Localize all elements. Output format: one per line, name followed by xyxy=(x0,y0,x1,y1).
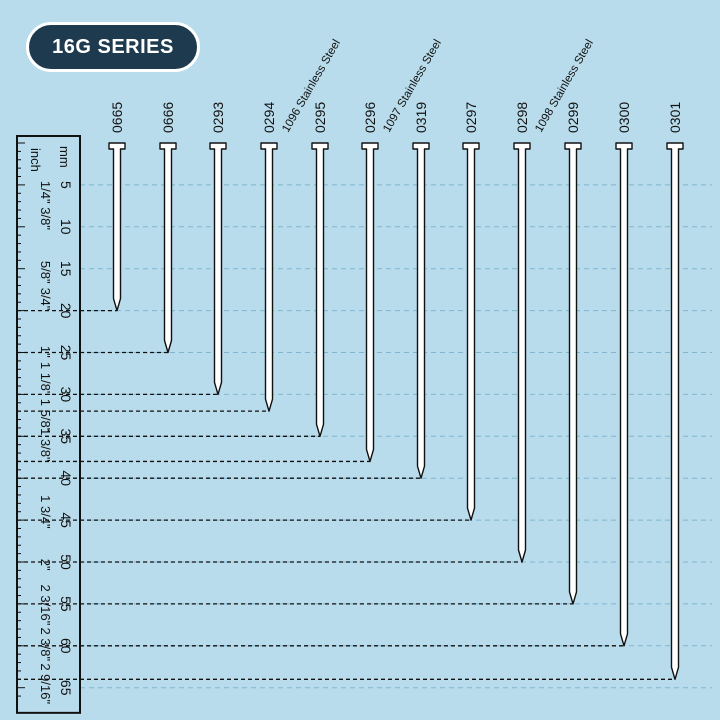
nail xyxy=(260,142,278,412)
series-title: 16G SERIES xyxy=(52,35,174,58)
nail-code-label: 0295 xyxy=(312,102,328,133)
nail xyxy=(412,142,430,479)
nail-code-label: 0300 xyxy=(616,102,632,133)
inch-label: 1/4" xyxy=(38,181,53,204)
mm-label: 5 xyxy=(58,181,74,189)
nail-code-label: 0666 xyxy=(160,102,176,133)
nail-code-label: 0319 xyxy=(413,102,429,133)
mm-header: mm xyxy=(57,146,72,168)
nail-code-label: 0301 xyxy=(667,102,683,133)
inch-label: 2 3/16" xyxy=(38,585,53,626)
nail-code-label: 0298 xyxy=(514,102,530,133)
nails xyxy=(108,142,684,681)
length-guides xyxy=(17,309,675,680)
nail-code-label: 0299 xyxy=(565,102,581,133)
series-title-badge: 16G SERIES xyxy=(26,22,200,72)
nail-labels: 0665 0666 0293 0294 1096 Stainless Steel0295… xyxy=(109,38,683,135)
inch-label: 3/8" xyxy=(38,207,53,230)
nail-code-label: 0293 xyxy=(210,102,226,133)
inch-label: 2" xyxy=(38,559,53,571)
inch-label: 2 3/8" xyxy=(38,628,53,662)
nail-code-label: 0296 xyxy=(362,102,378,133)
mm-label: 10 xyxy=(58,219,74,235)
nail xyxy=(361,142,379,463)
nail-code-label: 0294 xyxy=(261,102,277,133)
ruler-frame xyxy=(16,135,81,714)
length-ruler: inch mm51015202530354045505560651/4"3/8"5… xyxy=(16,135,81,714)
nail xyxy=(209,142,227,396)
mm-label: 15 xyxy=(58,261,74,277)
mm-label: 65 xyxy=(58,680,74,696)
nail xyxy=(513,142,531,563)
nail xyxy=(108,142,126,312)
inch-header: inch xyxy=(28,148,43,172)
inch-label: 2 9/16" xyxy=(38,663,53,704)
inch-label: 1 5/8" xyxy=(38,399,53,433)
nail xyxy=(462,142,480,521)
inch-label: 5/8" xyxy=(38,261,53,284)
nail-code-label: 0665 xyxy=(109,102,125,133)
nail xyxy=(666,142,684,681)
nail xyxy=(615,142,633,647)
nail xyxy=(564,142,582,605)
nail-code-label: 0297 xyxy=(463,102,479,133)
inch-label: 1 1/8" xyxy=(38,362,53,396)
inch-label: 1 3/4" xyxy=(38,495,53,529)
nail xyxy=(159,142,177,354)
inch-label: 3/4" xyxy=(38,288,53,311)
inch-label: 1 3/8" xyxy=(38,428,53,462)
nail xyxy=(311,142,329,437)
